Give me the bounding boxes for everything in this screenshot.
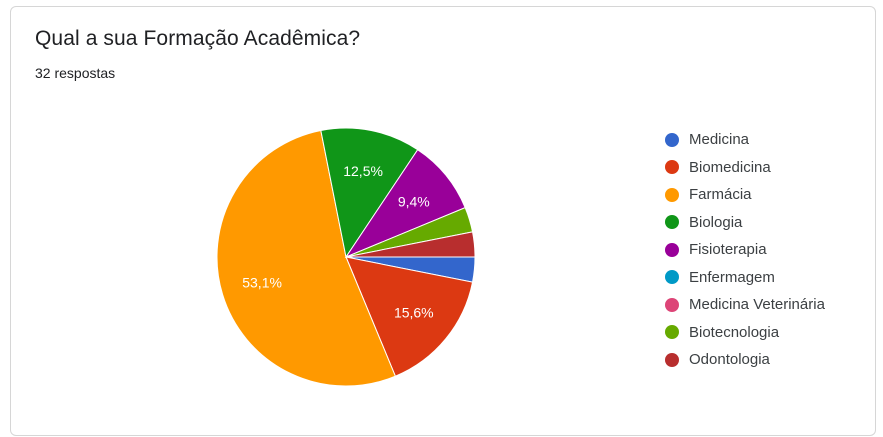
legend-swatch-icon: [665, 132, 679, 147]
legend-label: Farmácia: [689, 186, 752, 204]
legend-item-odontologia[interactable]: Odontologia: [665, 346, 825, 374]
legend-item-medicina[interactable]: Medicina: [665, 126, 825, 154]
legend-swatch-icon: [665, 352, 679, 367]
legend-label: Enfermagem: [689, 268, 775, 286]
legend-label: Biotecnologia: [689, 323, 780, 341]
legend-item-enfermagem[interactable]: Enfermagem: [665, 264, 825, 292]
response-count: 32 respostas: [35, 65, 116, 81]
legend-label: Odontologia: [689, 351, 770, 369]
legend-item-fisioterapia[interactable]: Fisioterapia: [665, 236, 825, 264]
legend-label: Biologia: [689, 213, 743, 231]
legend-swatch-icon: [665, 325, 679, 340]
chart-title: Qual a sua Formação Acadêmica?: [35, 27, 361, 50]
legend-swatch-icon: [665, 215, 679, 230]
legend-item-biomedicina[interactable]: Biomedicina: [665, 154, 825, 182]
legend-label: Medicina: [689, 131, 750, 149]
slice-label-farmacia: 53,1%: [242, 275, 282, 291]
legend-item-medicina-veterinaria[interactable]: Medicina Veterinária: [665, 291, 825, 319]
chart-card: Qual a sua Formação Acadêmica? 32 respos…: [10, 6, 876, 436]
pie-slice-odontologia[interactable]: [345, 231, 476, 258]
legend-swatch-icon: [665, 187, 679, 202]
legend-label: Medicina Veterinária: [689, 296, 825, 314]
legend-item-farmacia[interactable]: Farmácia: [665, 181, 825, 209]
chart-legend: Medicina Biomedicina Farmácia Biologia Fisio…: [665, 126, 825, 374]
slice-label-biologia: 12,5%: [343, 163, 383, 179]
legend-swatch-icon: [665, 297, 679, 312]
legend-item-biotecnologia[interactable]: Biotecnologia: [665, 319, 825, 347]
legend-label: Fisioterapia: [689, 241, 767, 259]
pie-chart: 15,6% 53,1% 12,5% 9,4%: [216, 127, 476, 387]
legend-label: Biomedicina: [689, 158, 771, 176]
legend-swatch-icon: [665, 242, 679, 257]
pie-slice-biologia[interactable]: [320, 127, 419, 259]
legend-swatch-icon: [665, 160, 679, 175]
legend-swatch-icon: [665, 270, 679, 285]
pie-slice-biomedicina[interactable]: [345, 256, 474, 377]
pie-slice-fisioterapia[interactable]: [344, 149, 466, 259]
legend-item-biologia[interactable]: Biologia: [665, 209, 825, 237]
pie-slice-farmacia[interactable]: [216, 129, 397, 387]
slice-label-biomedicina: 15,6%: [394, 305, 434, 321]
slice-label-fisioterapia: 9,4%: [398, 193, 430, 209]
